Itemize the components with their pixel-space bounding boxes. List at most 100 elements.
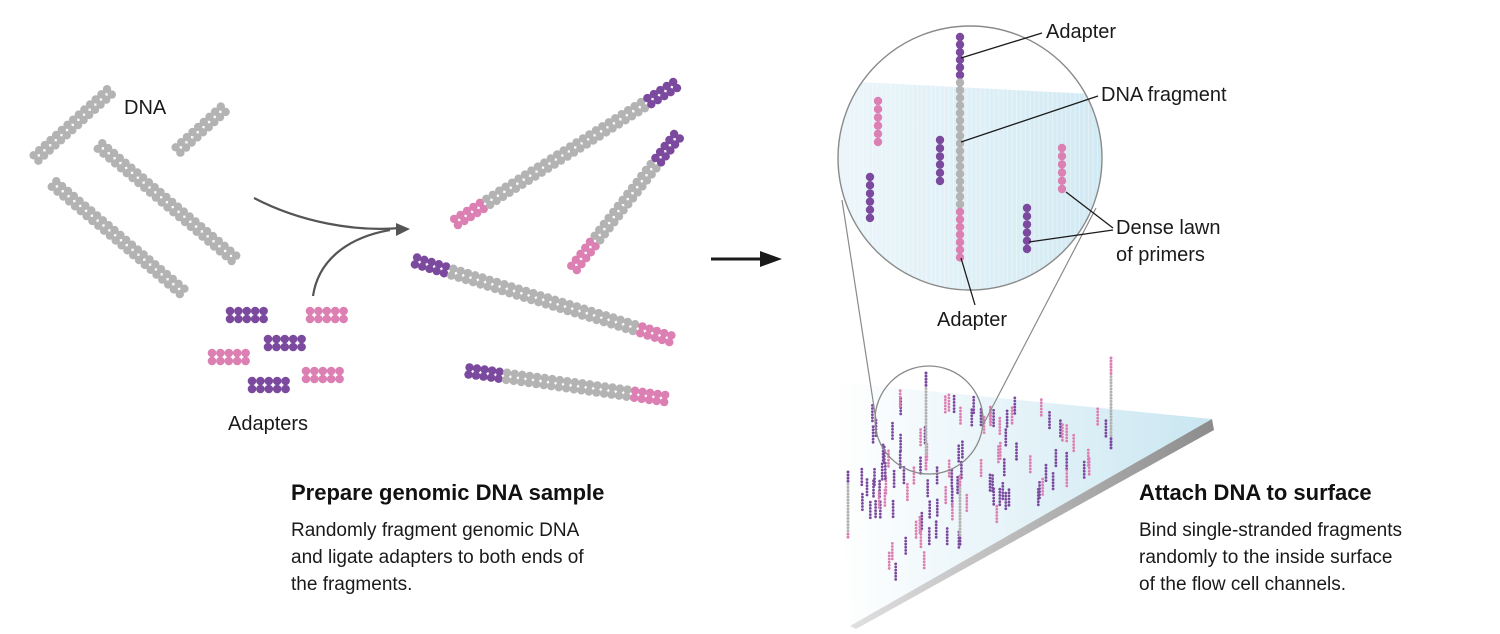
flow-cell-surface (836, 356, 1214, 629)
prepare-heading: Prepare genomic DNA sample (291, 480, 605, 505)
attach-heading: Attach DNA to surface (1139, 480, 1372, 505)
surface-primer (1015, 442, 1018, 461)
surface-primer (1082, 460, 1086, 479)
surface-primer (998, 487, 1002, 507)
surface-primer (891, 421, 894, 440)
surface-primer (945, 527, 949, 546)
dna-strand (171, 102, 230, 157)
curved-arrow (311, 228, 391, 297)
surface-primer (970, 408, 974, 427)
zoom-primer (873, 96, 883, 147)
arrow-head (396, 223, 410, 236)
surface-primer (865, 478, 869, 497)
surface-primer (957, 444, 961, 463)
dna-strand (29, 85, 117, 165)
ligated-fragment (464, 363, 670, 407)
surface-primer (950, 469, 954, 488)
surface-primer (965, 493, 969, 512)
surface-primer (877, 490, 881, 509)
surface-primer (951, 502, 954, 521)
adapter-block (225, 306, 268, 324)
surface-primer (1065, 424, 1069, 443)
surface-primer (1013, 396, 1017, 415)
leader-adapter-top (960, 32, 1043, 59)
surface-primer (1054, 448, 1058, 468)
leader-primers (1065, 191, 1114, 229)
surface-primer (1044, 463, 1048, 482)
zoomed-surface-circle (837, 25, 1103, 291)
surface-primer (920, 511, 924, 530)
surface-primer (882, 445, 886, 464)
dna-fragmentation-illustration (29, 77, 684, 407)
surface-primer (988, 473, 992, 492)
surface-primer (872, 479, 875, 498)
surface-primer (914, 520, 918, 539)
attach-description-line-3: of the flow cell channels. (1139, 574, 1347, 595)
surface-primer (1041, 477, 1045, 496)
surface-primer (912, 466, 916, 485)
prepare-description-line-3: the fragments. (291, 574, 413, 595)
surface-primer (1002, 458, 1006, 477)
surface-primer (1065, 469, 1069, 488)
surface-primer (926, 479, 930, 498)
surface-primer (887, 449, 890, 468)
surface-edge (850, 419, 1214, 629)
surface-plane (836, 382, 1212, 626)
process-arrow-head (760, 251, 782, 267)
surface-primer (884, 476, 888, 495)
prepare-description: Randomly fragment genomic DNA and ligate… (291, 517, 584, 598)
surface-primer (871, 404, 874, 423)
attach-description-line-2: randomly to the inside surface (1139, 547, 1393, 568)
surface-primer (947, 393, 951, 412)
label-leader-lines (960, 32, 1114, 306)
ligated-fragment (567, 129, 684, 275)
zoom-primer (935, 135, 945, 186)
surface-primer (873, 467, 876, 487)
surface-primer (961, 440, 964, 459)
surface-primer (898, 389, 902, 408)
attached-fragment (958, 474, 962, 546)
adapter-block (305, 306, 348, 324)
attached-fragment (1109, 356, 1113, 450)
adapter-bottom-label: Adapter (937, 309, 1008, 331)
dna-fragment-label: DNA fragment (1101, 84, 1227, 106)
surface-primer (871, 425, 875, 444)
adapter-block (263, 334, 306, 352)
surface-primer (883, 461, 887, 481)
surface-primer (1061, 423, 1064, 442)
surface-primer (1028, 455, 1032, 474)
surface-primer (861, 492, 864, 511)
leader-primers (1028, 229, 1114, 243)
surface-primer (979, 458, 983, 478)
leader-dna-fragment (960, 95, 1099, 143)
surface-primer (1005, 409, 1009, 428)
zoom-primer (865, 172, 875, 223)
surface-primer (1087, 457, 1091, 476)
adapters-label: Adapters (228, 413, 309, 435)
surface-primer (860, 467, 864, 487)
surface-primer (890, 542, 894, 561)
connector-line (982, 207, 1097, 426)
process-arrows (253, 197, 782, 297)
zoom-dna-fragment (955, 32, 965, 262)
zoom-primer (1022, 203, 1032, 254)
surface-primer (891, 499, 895, 519)
surface-primer (1096, 407, 1100, 426)
surface-primer (892, 469, 896, 488)
dna-strand (47, 177, 189, 299)
zoom-primer (1057, 143, 1067, 194)
surface-primer (1051, 472, 1055, 491)
attach-description-line-1: Bind single-stranded fragments (1139, 520, 1402, 541)
surface-primer (898, 450, 902, 469)
leader-adapter-bottom (960, 257, 976, 306)
surface-primer (935, 498, 939, 517)
surface-primer (894, 562, 898, 581)
surface-primer (1036, 487, 1040, 507)
curved-arrow (253, 197, 401, 230)
primers-label-line-2: of primers (1116, 244, 1205, 266)
surface-primer (952, 394, 956, 414)
surface-primer (1004, 491, 1008, 511)
dna-strand (93, 139, 241, 266)
ligated-fragment (449, 77, 682, 230)
